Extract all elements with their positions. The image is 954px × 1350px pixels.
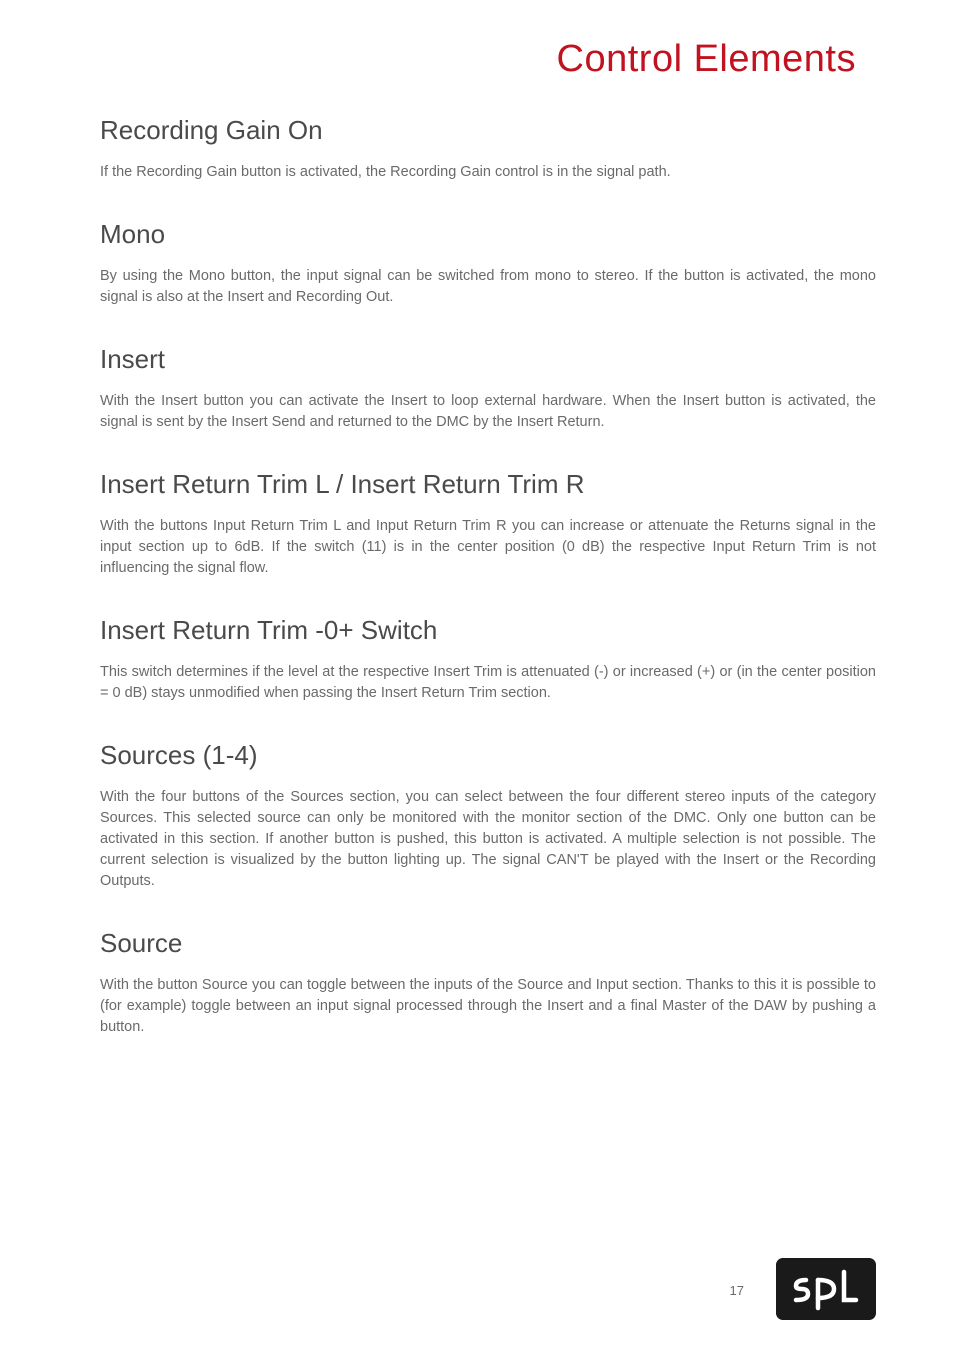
section-body: With the four buttons of the Sources sec… — [100, 787, 876, 892]
spl-logo — [776, 1258, 876, 1320]
section-heading: Mono — [100, 219, 876, 250]
section-heading: Insert Return Trim -0+ Switch — [100, 615, 876, 646]
section: Recording Gain On If the Recording Gain … — [100, 115, 876, 183]
section-body: By using the Mono button, the input sign… — [100, 266, 876, 308]
section: Mono By using the Mono button, the input… — [100, 219, 876, 308]
section-heading: Source — [100, 928, 876, 959]
manual-page: Control Elements Recording Gain On If th… — [0, 0, 954, 1350]
section-heading: Insert — [100, 344, 876, 375]
spl-logo-svg — [776, 1258, 876, 1320]
section: Source With the button Source you can to… — [100, 928, 876, 1038]
section-body: This switch determines if the level at t… — [100, 662, 876, 704]
section: Insert Return Trim L / Insert Return Tri… — [100, 469, 876, 579]
page-number: 17 — [730, 1283, 744, 1298]
section-heading: Sources (1-4) — [100, 740, 876, 771]
section: Insert Return Trim -0+ Switch This switc… — [100, 615, 876, 704]
section: Sources (1-4) With the four buttons of t… — [100, 740, 876, 892]
section-body: With the Insert button you can activate … — [100, 391, 876, 433]
section-heading: Recording Gain On — [100, 115, 876, 146]
section: Insert With the Insert button you can ac… — [100, 344, 876, 433]
section-body: With the button Source you can toggle be… — [100, 975, 876, 1038]
page-title: Control Elements — [100, 38, 856, 81]
section-heading: Insert Return Trim L / Insert Return Tri… — [100, 469, 876, 500]
section-body: If the Recording Gain button is activate… — [100, 162, 876, 183]
section-body: With the buttons Input Return Trim L and… — [100, 516, 876, 579]
